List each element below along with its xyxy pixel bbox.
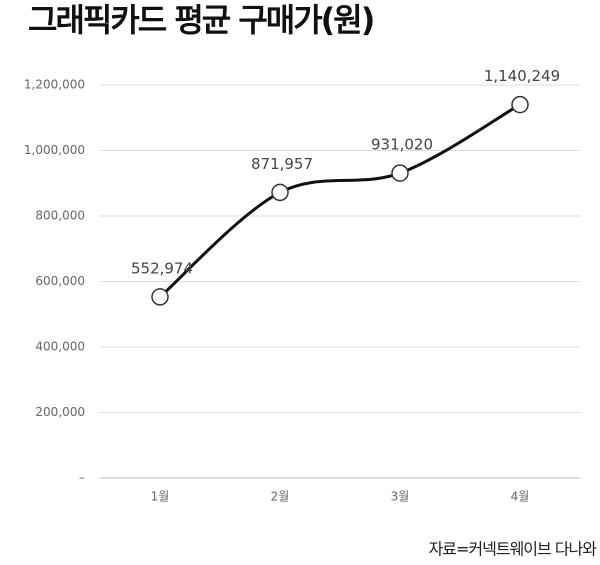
y-tick-label: 200,000 bbox=[35, 405, 85, 419]
point bbox=[151, 288, 169, 306]
point bbox=[271, 183, 289, 202]
value-label: 871,957 bbox=[251, 155, 313, 173]
y-tick-label: 1,000,000 bbox=[24, 143, 85, 157]
point bbox=[511, 95, 529, 114]
y-tick-label: 1,200,000 bbox=[24, 78, 85, 92]
source: 자료=커넥트웨이브 다나와 bbox=[429, 540, 598, 559]
value-label: 1,140,249 bbox=[484, 67, 560, 85]
y-tick-label: – bbox=[79, 471, 85, 485]
chart-title: 그래픽카드 평균 구매가(원) bbox=[28, 1, 373, 39]
y-tick-label: 600,000 bbox=[35, 274, 85, 288]
value-label: 552,974 bbox=[131, 259, 193, 277]
x-tick-label: 4월 bbox=[511, 490, 530, 504]
line bbox=[159, 103, 521, 299]
y-tick-label: 800,000 bbox=[35, 209, 85, 223]
point bbox=[391, 164, 409, 182]
x-tick-label: 3월 bbox=[391, 490, 410, 504]
value-label: 931,020 bbox=[371, 136, 433, 154]
x-tick-label: 1월 bbox=[151, 490, 170, 504]
x-tick-label: 2월 bbox=[271, 490, 290, 504]
y-tick-label: 400,000 bbox=[35, 340, 85, 354]
